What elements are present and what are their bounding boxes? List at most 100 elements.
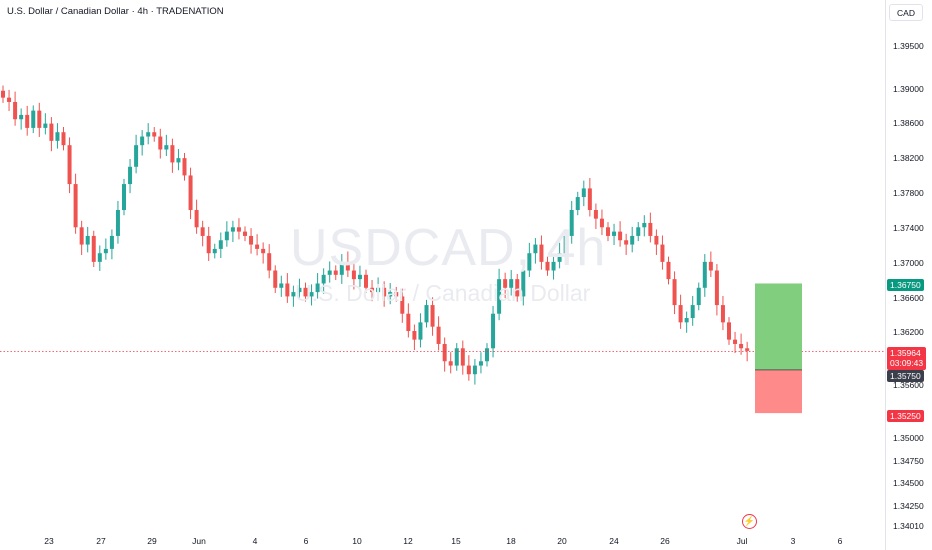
candle-body: [327, 270, 332, 275]
price-tick-label: 1.34750: [893, 456, 924, 466]
time-tick-label: 6: [303, 536, 309, 546]
candle-body: [684, 318, 689, 323]
candle-body: [509, 279, 514, 288]
candle-body: [672, 279, 677, 306]
candle-body: [315, 283, 320, 293]
candle-body: [206, 235, 211, 254]
candle-body: [91, 235, 96, 262]
candle-body: [303, 287, 308, 297]
candle-body: [19, 114, 24, 120]
candle-body: [424, 305, 429, 323]
candle-body: [478, 361, 483, 366]
current-price-tag: 1.35964 03:09:43: [887, 347, 927, 370]
candle-body: [497, 279, 502, 314]
candle-body: [49, 123, 54, 141]
candle-body: [533, 244, 538, 254]
time-tick-label: Jul: [736, 536, 748, 546]
candle-body: [134, 145, 139, 167]
price-tick-label: 1.39000: [893, 84, 924, 94]
candle-body: [503, 279, 508, 288]
candle-body: [370, 287, 375, 293]
candle-body: [364, 274, 368, 288]
candle-body: [128, 166, 133, 185]
price-tick-label: 1.34500: [893, 478, 924, 488]
symbol-title[interactable]: U.S. Dollar / Canadian Dollar · 4h · TRA…: [7, 6, 224, 17]
target-price-tag: 1.36750: [887, 279, 924, 291]
candle-body: [448, 361, 453, 366]
candle-body: [236, 227, 241, 232]
candle-body: [333, 270, 338, 275]
currency-badge[interactable]: CAD: [889, 4, 923, 21]
candle-body: [708, 261, 713, 271]
candle-body: [103, 248, 108, 254]
candle-body: [630, 235, 635, 245]
price-tick-label: 1.36600: [893, 293, 924, 303]
time-tick-label: 24: [609, 536, 619, 546]
candle-body: [515, 279, 520, 297]
candle-body: [382, 287, 387, 297]
candle-body: [97, 253, 102, 262]
candle-body: [25, 114, 30, 128]
candle-body: [79, 227, 84, 245]
candle-body: [612, 231, 617, 236]
candle-body: [61, 132, 66, 146]
price-tick-label: 1.35000: [893, 433, 924, 443]
candle-body: [539, 244, 544, 262]
candle-body: [557, 253, 562, 262]
candle-body: [7, 97, 12, 102]
candle-body: [43, 123, 48, 128]
price-tick-label: 1.39500: [893, 41, 924, 51]
time-tick-label: 23: [44, 536, 54, 546]
price-tick-label: 1.37400: [893, 223, 924, 233]
candle-body: [218, 240, 223, 249]
current-price-value: 1.35964: [890, 348, 921, 358]
candle-body: [745, 348, 750, 351]
candle-body: [230, 227, 235, 232]
candle-body: [394, 292, 399, 297]
candle-body: [243, 231, 247, 236]
time-tick-label: 15: [451, 536, 461, 546]
candle-body: [170, 145, 175, 163]
candle-body: [581, 188, 586, 198]
candle-body: [255, 244, 260, 249]
candle-body: [569, 210, 574, 236]
candle-body: [418, 322, 423, 340]
candle-body: [593, 210, 598, 219]
candle-body: [690, 305, 695, 319]
candle-body: [279, 283, 284, 288]
price-tick-label: 1.36200: [893, 327, 924, 337]
candle-body: [146, 132, 151, 137]
candle-body: [85, 235, 90, 245]
candle-body: [1, 90, 5, 98]
time-tick-label: 10: [352, 536, 362, 546]
candle-body: [460, 348, 465, 366]
candle-body: [606, 227, 610, 236]
candle-body: [430, 305, 435, 327]
candle-body: [31, 110, 36, 128]
candle-body: [400, 296, 405, 314]
candle-body: [345, 261, 350, 271]
price-tick-label: 1.34250: [893, 501, 924, 511]
candle-body: [267, 253, 272, 271]
candle-body: [357, 274, 362, 280]
bar-countdown: 03:09:43: [890, 358, 924, 368]
candle-body: [527, 253, 532, 271]
price-axis-divider: [885, 0, 886, 550]
candle-body: [654, 235, 659, 245]
candle-body: [309, 292, 314, 297]
candle-body: [636, 227, 641, 236]
candle-body: [491, 313, 496, 349]
candle-body: [158, 136, 163, 150]
candle-body: [696, 287, 701, 306]
price-tick-label: 1.37800: [893, 188, 924, 198]
candle-body: [575, 197, 580, 211]
lightning-icon[interactable]: ⚡: [742, 514, 757, 529]
watermark-name: U.S. Dollar / Canadian Dollar: [295, 280, 591, 306]
candle-body: [587, 188, 592, 211]
candle-body: [624, 240, 629, 245]
candle-body: [551, 261, 556, 271]
candle-body: [200, 227, 205, 236]
candle-body: [176, 158, 181, 163]
